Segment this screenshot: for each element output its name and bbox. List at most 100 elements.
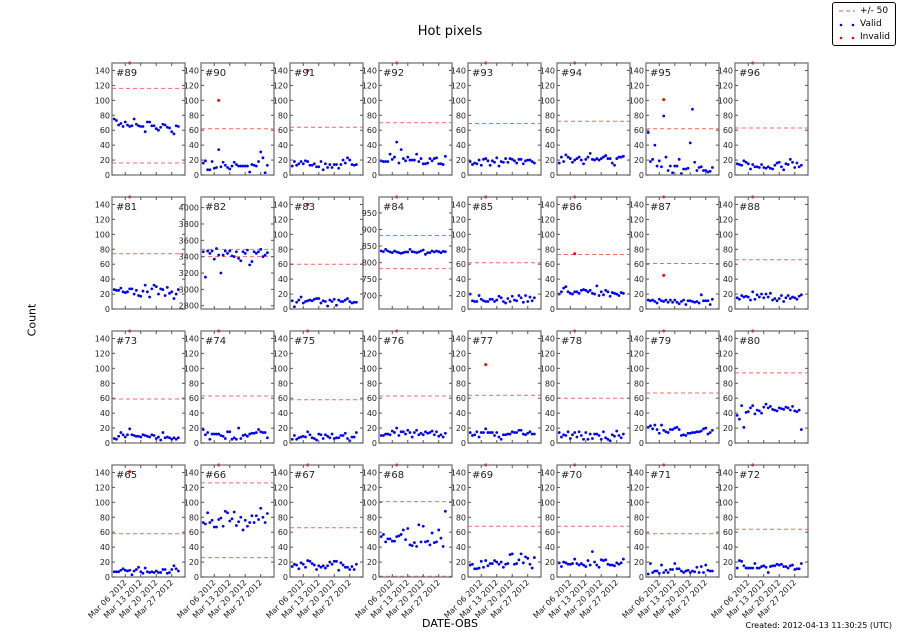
valid-point xyxy=(335,436,338,440)
valid-point xyxy=(437,162,441,166)
valid-point xyxy=(415,251,419,255)
valid-point xyxy=(482,431,485,434)
y-tick-label: 120 xyxy=(184,81,199,90)
valid-point xyxy=(201,250,205,254)
panel-89: 0 20 40 60 80 100 120 140 #89 xyxy=(95,61,186,180)
valid-point xyxy=(664,155,668,159)
valid-point xyxy=(693,431,697,434)
valid-point xyxy=(610,161,614,165)
panel-plot-area xyxy=(112,470,185,577)
valid-point xyxy=(310,562,314,565)
panel-label: #65 xyxy=(116,470,137,481)
valid-point xyxy=(579,288,583,292)
y-tick-label: 80 xyxy=(367,111,377,120)
valid-point xyxy=(795,297,799,301)
y-tick-label: 100 xyxy=(629,230,644,239)
valid-point xyxy=(590,437,594,440)
y-tick-label: 20 xyxy=(100,290,110,299)
valid-point xyxy=(473,433,477,437)
valid-point xyxy=(735,566,739,570)
valid-point xyxy=(343,565,347,569)
valid-point xyxy=(740,163,744,167)
valid-point xyxy=(163,123,167,127)
valid-point xyxy=(524,294,527,297)
valid-point xyxy=(315,568,318,571)
valid-point xyxy=(161,431,165,434)
y-tick-label: 20 xyxy=(634,558,644,567)
valid-point xyxy=(250,260,254,263)
valid-point xyxy=(751,163,755,166)
valid-point xyxy=(764,402,768,406)
valid-point xyxy=(653,423,657,427)
valid-point xyxy=(323,433,327,437)
panel-frame xyxy=(645,196,720,310)
valid-point xyxy=(584,157,588,161)
valid-point xyxy=(777,160,781,164)
y-tick-label: 0 xyxy=(550,573,555,582)
valid-point xyxy=(343,298,347,302)
valid-point xyxy=(791,160,794,164)
valid-point xyxy=(310,436,314,440)
valid-point xyxy=(263,253,267,257)
valid-point xyxy=(406,250,410,254)
valid-point xyxy=(348,568,352,571)
valid-point xyxy=(230,517,234,521)
panel-frame xyxy=(378,196,453,310)
valid-point xyxy=(660,299,663,303)
valid-point xyxy=(430,429,434,433)
valid-point xyxy=(497,164,501,168)
valid-point xyxy=(566,430,570,434)
panel-label: #67 xyxy=(294,470,315,481)
valid-point xyxy=(328,298,332,302)
valid-point xyxy=(582,162,585,166)
valid-point xyxy=(691,431,694,434)
valid-point xyxy=(201,428,205,431)
panel-plot-area xyxy=(201,98,274,175)
valid-point xyxy=(388,433,392,437)
y-tick-label: 0 xyxy=(639,439,644,448)
y-tick-label: 140 xyxy=(451,200,466,209)
panel-90: 0 20 40 60 80 100 120 140 #90 xyxy=(184,62,275,180)
y-tick-label: 0 xyxy=(194,171,199,180)
valid-point xyxy=(686,568,690,572)
y-tick-label: 100 xyxy=(273,498,288,507)
panel-80: 0 20 40 60 80 100 120 140 #80 xyxy=(718,329,809,448)
valid-point xyxy=(775,562,779,566)
y-tick-label: 80 xyxy=(545,245,555,254)
valid-point xyxy=(682,433,686,437)
valid-point xyxy=(437,528,441,532)
valid-point xyxy=(176,569,180,573)
valid-point xyxy=(571,292,574,296)
y-tick-label: 140 xyxy=(184,468,199,477)
valid-point xyxy=(295,300,299,304)
valid-point xyxy=(646,572,650,576)
valid-point xyxy=(119,122,123,125)
valid-point xyxy=(528,158,532,162)
y-tick-label: 0 xyxy=(461,573,466,582)
valid-point xyxy=(321,299,325,303)
valid-point xyxy=(602,430,605,434)
valid-point xyxy=(386,249,390,253)
valid-point xyxy=(579,562,583,565)
y-tick-label: 60 xyxy=(100,260,110,269)
valid-point xyxy=(339,163,343,166)
valid-point xyxy=(740,404,744,408)
valid-point xyxy=(208,521,212,524)
panel-frame xyxy=(645,62,720,176)
valid-point xyxy=(152,124,156,128)
valid-point xyxy=(608,439,612,443)
y-tick-label: 20 xyxy=(189,424,199,433)
valid-point xyxy=(686,299,690,303)
valid-point xyxy=(388,250,392,254)
valid-point xyxy=(688,141,692,145)
y-tick-label: 80 xyxy=(456,245,466,254)
valid-point xyxy=(479,559,483,563)
valid-point xyxy=(384,160,388,163)
valid-point xyxy=(232,160,236,164)
valid-point xyxy=(526,300,530,303)
valid-point xyxy=(530,566,534,570)
y-tick-label: 140 xyxy=(273,200,288,209)
valid-point xyxy=(424,430,427,434)
valid-point xyxy=(332,437,336,440)
valid-point xyxy=(582,437,585,441)
